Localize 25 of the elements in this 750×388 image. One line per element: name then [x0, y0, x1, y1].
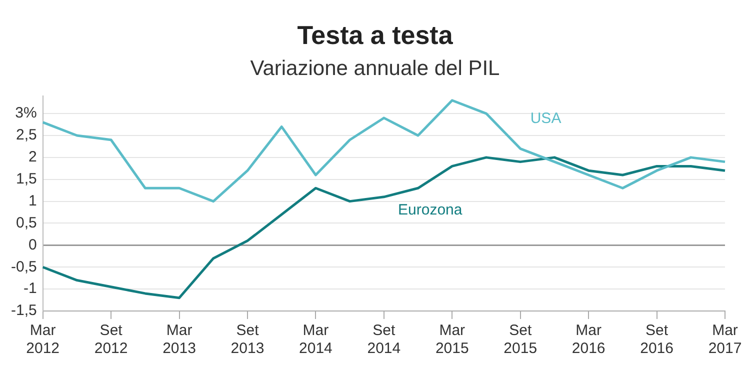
- chart-title: Testa a testa: [296, 20, 454, 51]
- y-tick-label: 1: [28, 192, 37, 210]
- x-tick-label: Set 2012: [94, 322, 128, 358]
- y-tick-label: -1,5: [10, 302, 37, 320]
- y-tick-label: 3%: [15, 104, 37, 122]
- y-tick-label: -0,5: [10, 258, 37, 276]
- y-tick-label: 0,5: [16, 214, 37, 232]
- y-tick-label: 2: [28, 148, 37, 166]
- x-tick-label: Set 2016: [640, 322, 674, 358]
- x-tick-label: Set 2014: [367, 322, 401, 358]
- x-tick-label: Mar 2014: [299, 322, 332, 358]
- series-label: USA: [530, 110, 562, 127]
- x-tick-label: Mar 2015: [435, 322, 469, 358]
- y-tick-label: 2,5: [16, 126, 37, 144]
- y-tick-label: -1: [24, 280, 37, 298]
- y-tick-label: 1,5: [16, 170, 37, 188]
- x-tick-label: Set 2013: [230, 322, 264, 358]
- x-tick-label: Set 2015: [504, 322, 538, 358]
- x-tick-label: Mar 2012: [26, 322, 60, 358]
- chart-subtitle: Variazione annuale del PIL: [249, 57, 501, 81]
- x-tick-label: Mar 2013: [162, 322, 196, 358]
- x-tick-label: Mar 2017: [708, 322, 742, 358]
- x-tick-label: Mar 2016: [572, 322, 606, 358]
- y-tick-label: 0: [28, 236, 37, 254]
- series-label: Eurozona: [398, 201, 463, 218]
